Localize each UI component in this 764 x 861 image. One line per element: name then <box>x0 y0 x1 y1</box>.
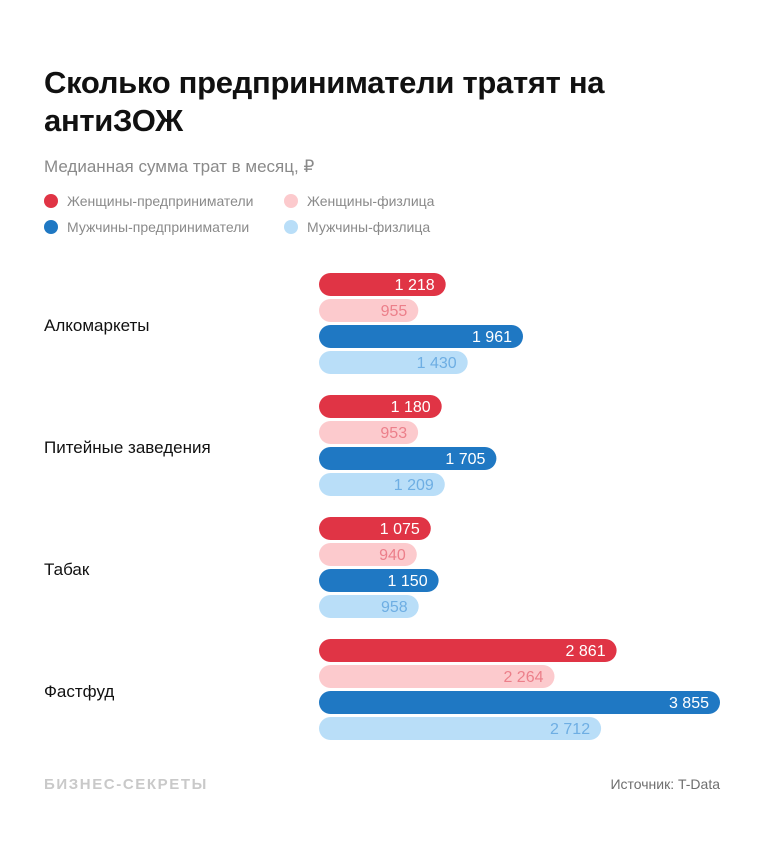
legend-item-women-entrepreneurs: Женщины-предприниматели <box>44 193 254 209</box>
category-label: Алкомаркеты <box>44 316 149 335</box>
bar-women-entrepreneurs <box>319 517 431 540</box>
bar-women-individuals <box>319 421 419 444</box>
category-label: Фастфуд <box>44 682 114 701</box>
bar-men-entrepreneurs <box>319 569 439 592</box>
bar-men-entrepreneurs <box>319 325 523 348</box>
bar-men-individuals <box>319 473 445 496</box>
bar-value-label: 3 855 <box>669 695 709 712</box>
bar-value-label: 1 430 <box>417 355 457 372</box>
legend-swatch-women-entrepreneurs <box>44 194 58 208</box>
legend-item-men-individuals: Мужчины-физлица <box>284 219 430 235</box>
bar-value-label: 1 075 <box>380 521 420 538</box>
bar-men-individuals <box>319 595 419 618</box>
bar-value-label: 2 861 <box>566 643 606 660</box>
category-label: Питейные заведения <box>44 438 211 457</box>
bar-women-individuals <box>319 543 417 566</box>
bar-men-individuals <box>319 351 468 374</box>
bar-women-individuals <box>319 665 555 688</box>
bar-women-entrepreneurs <box>319 639 617 662</box>
bar-value-label: 955 <box>381 303 408 320</box>
legend-swatch-women-individuals <box>284 194 298 208</box>
bar-women-entrepreneurs <box>319 395 442 418</box>
bar-value-label: 1 180 <box>391 399 431 416</box>
category-label: Табак <box>44 560 90 579</box>
legend-swatch-men-individuals <box>284 220 298 234</box>
bar-value-label: 1 705 <box>445 451 485 468</box>
bar-value-label: 1 218 <box>395 277 435 294</box>
bar-men-individuals <box>319 717 602 740</box>
legend-label-women-individuals: Женщины-физлица <box>307 193 435 209</box>
brand-logo: БИЗНЕС-СЕКРЕТЫ <box>44 776 208 793</box>
legend-item-men-entrepreneurs: Мужчины-предприниматели <box>44 219 249 235</box>
legend-swatch-men-entrepreneurs <box>44 220 58 234</box>
legend-label-men-entrepreneurs: Мужчины-предприниматели <box>67 219 250 235</box>
chart-subtitle: Медианная сумма трат в месяц, ₽ <box>44 157 315 176</box>
bar-value-label: 2 712 <box>550 721 590 738</box>
bar-value-label: 1 961 <box>472 329 512 346</box>
legend-label-men-individuals: Мужчины-физлица <box>307 219 431 235</box>
chart-title: Сколько предприниматели тратят на антиЗО… <box>44 65 605 138</box>
bar-men-entrepreneurs <box>319 447 497 470</box>
bar-value-label: 1 150 <box>388 573 428 590</box>
bar-value-label: 2 264 <box>503 669 543 686</box>
bar-value-label: 940 <box>379 547 406 564</box>
bar-value-label: 958 <box>381 599 408 616</box>
bar-value-label: 953 <box>380 425 407 442</box>
bar-women-entrepreneurs <box>319 273 446 296</box>
source-note: Источник: T-Data <box>610 776 720 792</box>
legend-label-women-entrepreneurs: Женщины-предприниматели <box>67 193 254 209</box>
bar-men-entrepreneurs <box>319 691 720 714</box>
bar-women-individuals <box>319 299 419 322</box>
legend-item-women-individuals: Женщины-физлица <box>284 193 434 209</box>
bar-value-label: 1 209 <box>394 477 434 494</box>
